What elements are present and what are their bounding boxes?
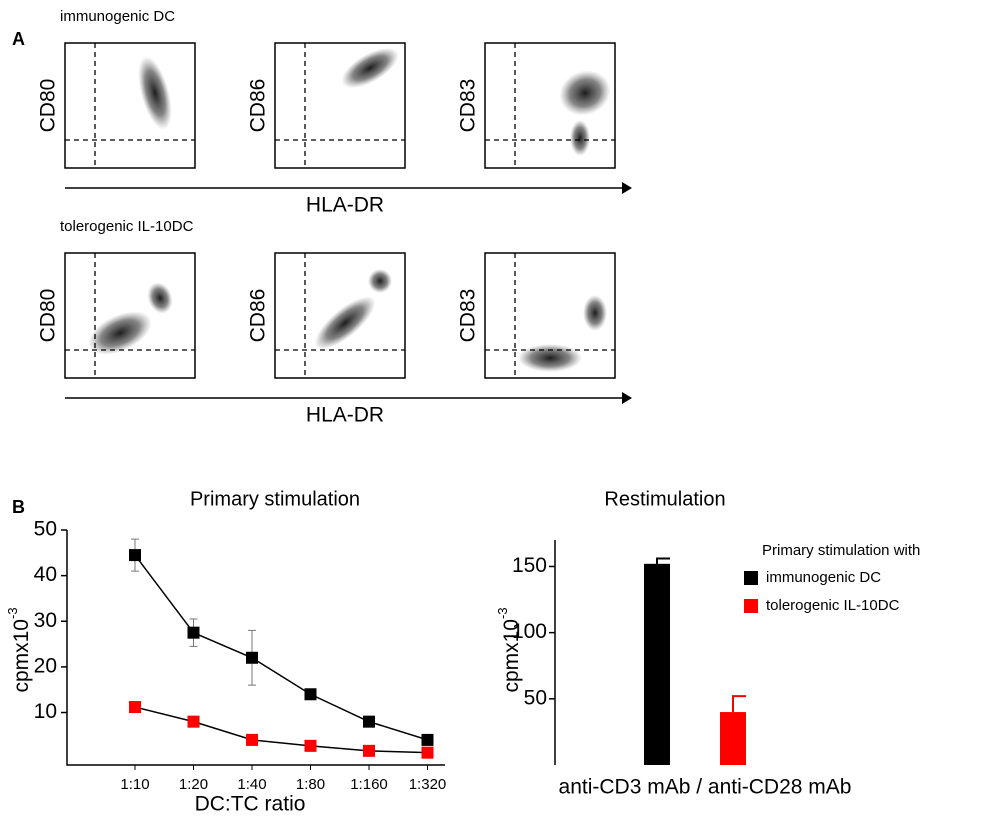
panel-label: A bbox=[12, 29, 25, 49]
row-title: tolerogenic IL-10DC bbox=[60, 218, 194, 235]
point bbox=[421, 733, 434, 746]
y-axis-label: cpmx10-3 bbox=[5, 607, 32, 692]
x-tick-label: 1:10 bbox=[120, 776, 149, 793]
plot-frame bbox=[64, 252, 196, 379]
legend-swatch bbox=[744, 599, 758, 613]
y-axis-label: cpmx10-3 bbox=[495, 607, 522, 692]
marker-label: CD83 bbox=[457, 289, 480, 343]
point bbox=[129, 549, 141, 562]
x-tick-label: 1:160 bbox=[350, 776, 388, 793]
point bbox=[187, 715, 200, 728]
marker-label: CD83 bbox=[457, 79, 480, 133]
x-tick-label: 1:80 bbox=[296, 776, 325, 793]
density-blob bbox=[570, 120, 590, 156]
density-blob bbox=[368, 269, 392, 293]
point bbox=[187, 626, 200, 639]
bar bbox=[720, 712, 746, 765]
row-title: immunogenic DC bbox=[60, 8, 175, 25]
legend-label: tolerogenic IL-10DC bbox=[766, 597, 900, 614]
bar bbox=[644, 563, 670, 765]
arrow-head bbox=[622, 182, 632, 194]
point bbox=[246, 651, 258, 664]
y-axis-label-base: cpmx10 bbox=[10, 619, 33, 693]
series-line bbox=[134, 706, 428, 754]
x-tick-label: anti-CD3 mAb / anti-CD28 mAb bbox=[559, 776, 852, 799]
density-blob bbox=[341, 47, 399, 89]
y-tick-label: 50 bbox=[524, 686, 547, 709]
x-axis-label: DC:TC ratio bbox=[195, 793, 306, 816]
y-tick-label: 150 bbox=[512, 554, 547, 577]
x-tick-label: 1:40 bbox=[237, 776, 266, 793]
y-tick-label: 40 bbox=[34, 563, 57, 586]
plot-frame bbox=[64, 42, 196, 169]
plot-frame bbox=[274, 42, 406, 169]
point bbox=[363, 715, 375, 728]
point bbox=[363, 744, 375, 757]
chart-title: Primary stimulation bbox=[190, 488, 360, 510]
y-tick-label: 10 bbox=[34, 700, 57, 723]
y-axis-label-base: cpmx10 bbox=[500, 619, 523, 693]
marker-label: CD86 bbox=[247, 289, 270, 343]
plot-frame bbox=[484, 252, 616, 379]
density-blob bbox=[518, 344, 582, 372]
marker-label: CD80 bbox=[37, 289, 60, 343]
legend-title: Primary stimulation with bbox=[762, 542, 920, 559]
chart-title: Restimulation bbox=[604, 488, 725, 510]
legend-swatch bbox=[744, 571, 758, 585]
arrow-head bbox=[622, 392, 632, 404]
x-axis-label: HLA-DR bbox=[306, 194, 384, 217]
density-blob bbox=[314, 296, 376, 350]
density-blob bbox=[583, 295, 607, 331]
y-axis-label-sup: -3 bbox=[5, 607, 20, 619]
panel-label: B bbox=[12, 497, 25, 517]
density-blob bbox=[88, 311, 152, 355]
error-bar bbox=[656, 557, 670, 564]
error-bar bbox=[732, 695, 746, 713]
point bbox=[304, 688, 317, 701]
plot-frame bbox=[484, 42, 616, 169]
marker-label: CD86 bbox=[247, 79, 270, 133]
series-line bbox=[134, 554, 428, 741]
density-blob bbox=[138, 56, 172, 130]
axis-line bbox=[66, 530, 445, 766]
point bbox=[421, 746, 434, 759]
point bbox=[304, 739, 317, 752]
legend-label: immunogenic DC bbox=[766, 569, 881, 586]
density-blob bbox=[559, 70, 611, 116]
x-axis-label: HLA-DR bbox=[306, 404, 384, 427]
point bbox=[246, 733, 258, 746]
marker-label: CD80 bbox=[37, 79, 60, 133]
point bbox=[129, 701, 141, 714]
plot-frame bbox=[274, 252, 406, 379]
y-tick-label: 30 bbox=[34, 609, 57, 632]
x-tick-label: 1:20 bbox=[179, 776, 208, 793]
y-axis-label-sup: -3 bbox=[495, 607, 510, 619]
y-tick-label: 100 bbox=[512, 620, 547, 643]
y-tick-label: 50 bbox=[34, 518, 57, 541]
y-tick-label: 20 bbox=[34, 654, 57, 677]
x-tick-label: 1:320 bbox=[409, 776, 447, 793]
density-blob bbox=[147, 282, 173, 314]
